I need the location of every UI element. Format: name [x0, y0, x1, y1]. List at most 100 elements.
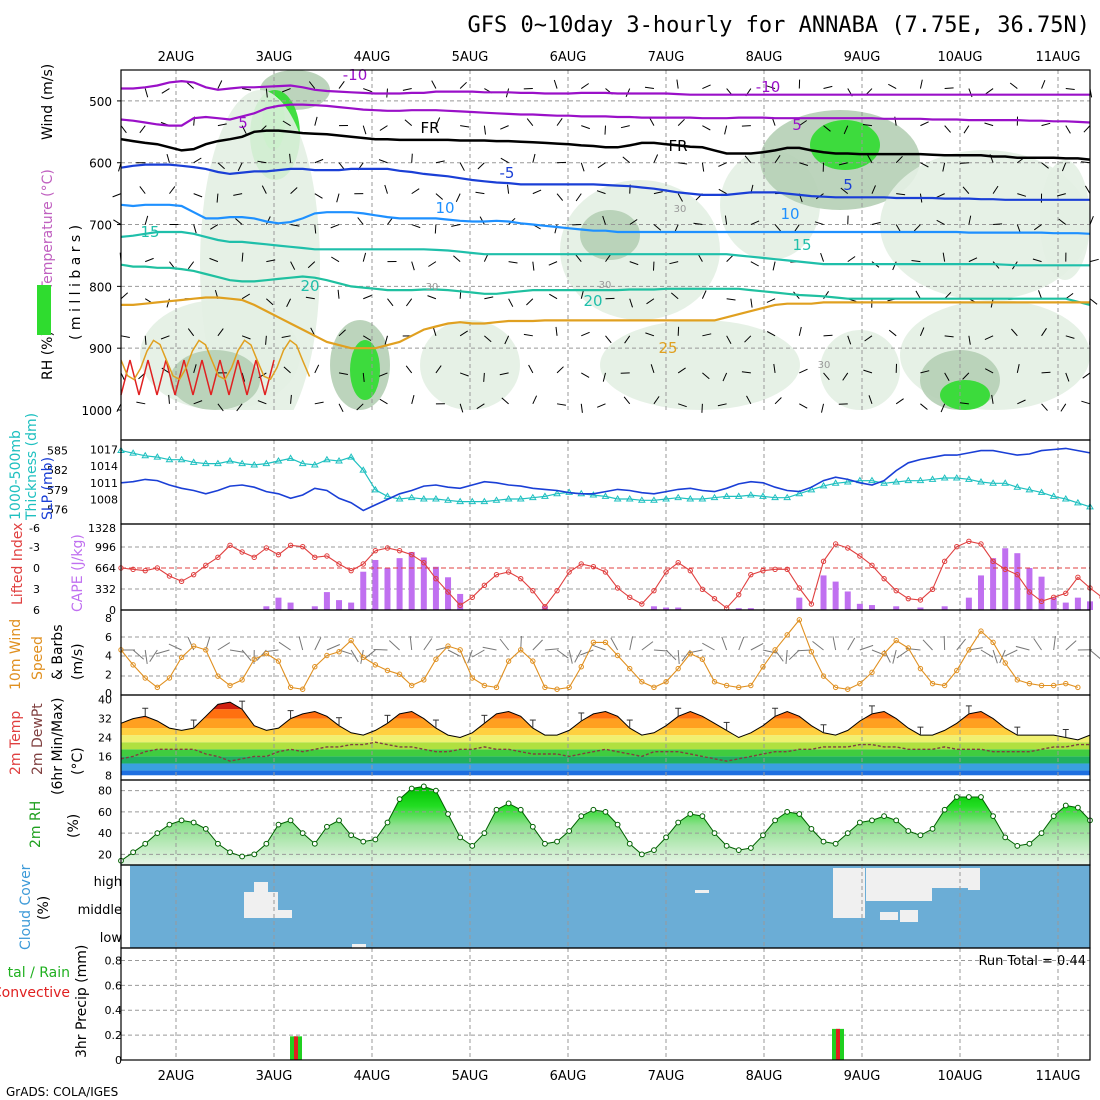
thickness-marker [1061, 495, 1070, 502]
cape-bar [1074, 597, 1081, 610]
wind-label-part: (m/s) [70, 643, 86, 680]
wind-barb [523, 333, 533, 337]
wind-barb [993, 223, 1003, 226]
wind-barb-10m [665, 649, 677, 661]
cape-bar [796, 597, 803, 610]
dewpt-line [120, 741, 1090, 762]
wind-barb [597, 403, 606, 408]
cape-bar [650, 606, 657, 610]
thickness-marker [359, 466, 368, 473]
wind-barb [483, 125, 486, 135]
li-marker [530, 587, 536, 594]
rh-marker [638, 851, 645, 858]
thickness-marker [892, 477, 901, 485]
rh-marker [820, 838, 827, 845]
wind-barb [1089, 298, 1098, 305]
li-marker [772, 566, 778, 573]
thickness-marker [940, 474, 949, 481]
millibars-text: ( m i l l i b a r s ) [68, 225, 84, 340]
wind-barb [653, 396, 660, 405]
wind-barb [217, 162, 225, 170]
wind-barb [139, 125, 146, 134]
li-marker [627, 594, 633, 601]
rh-marker [166, 821, 173, 828]
wind-barb [629, 219, 638, 225]
li-marker [493, 571, 500, 578]
slp-label: SLP (mb) [40, 457, 56, 520]
cape-bar [1050, 597, 1057, 610]
thickness-marker [1001, 479, 1010, 486]
thickness-marker [686, 495, 695, 502]
wind-barb [984, 335, 994, 341]
thickness-marker [141, 451, 150, 459]
li-marker [675, 559, 681, 566]
wind-speed-marker [493, 684, 500, 691]
isotherm-label: 30 [426, 282, 439, 293]
temp-band [121, 742, 1090, 750]
wind-barb-10m [847, 637, 856, 651]
thickness-marker [347, 453, 356, 460]
lifted-index-line [120, 540, 1100, 609]
thickness-marker [189, 458, 198, 465]
wind-barb [604, 125, 606, 135]
thickness-marker [637, 496, 646, 503]
rh-marker [941, 806, 948, 813]
wind-barb [241, 335, 251, 340]
wind-barb [726, 298, 736, 301]
wind-barb-10m [859, 644, 874, 651]
thickness-marker [698, 495, 707, 502]
thickness-marker [129, 449, 137, 456]
li-marker [1026, 589, 1033, 595]
wind-barb-10m [1004, 649, 1018, 657]
wind-barb-10m [574, 649, 582, 663]
wind-barb [919, 327, 925, 337]
wind-barb-10m [980, 649, 994, 658]
wind-barb [384, 184, 388, 194]
wind-barb [459, 162, 465, 171]
wind-barb [670, 292, 679, 300]
pressure-tick-label: 1000 [81, 404, 112, 418]
cape-bar [445, 577, 452, 610]
wind-barb [210, 224, 219, 230]
wind-barb [920, 121, 929, 127]
wind-barb [575, 193, 582, 202]
cloud-block [833, 868, 865, 918]
li-marker [954, 543, 960, 550]
thickness-marker [177, 455, 186, 463]
wind-barb [1034, 224, 1042, 231]
wind-label-part: Speed [30, 636, 46, 680]
thickness-marker [468, 497, 477, 505]
rh-marker [408, 785, 415, 792]
wind-speed-marker [1026, 680, 1033, 687]
rh-marker [190, 819, 197, 826]
thickness-marker [868, 476, 876, 484]
wind-speed-marker [275, 658, 282, 664]
rh-marker [263, 840, 270, 847]
li-marker [978, 541, 984, 547]
wind-barb [702, 372, 710, 380]
wind-barb [968, 215, 972, 225]
wind-barb [289, 153, 292, 163]
date-label-top: 10AUG [937, 50, 982, 65]
wind-barb [766, 298, 776, 303]
credit-text: GrADS: COLA/IGES [6, 1085, 118, 1099]
li-marker [469, 594, 475, 601]
wind-speed-marker [723, 682, 730, 689]
li-marker [893, 587, 899, 594]
rh-marker [239, 853, 246, 860]
temp-label-part: (6hr Min/Max) [50, 698, 66, 795]
wind-barb [968, 335, 971, 345]
wind-barb [920, 162, 929, 168]
thickness-marker [250, 460, 259, 468]
slp-tick-label: 1017 [90, 444, 118, 457]
li-marker [929, 586, 936, 593]
wind-barb [532, 261, 535, 271]
li-marker [760, 567, 766, 574]
wind-speed-marker [263, 650, 270, 657]
wind-barb [241, 125, 247, 134]
cloud-level-label: middle [78, 903, 122, 918]
li-marker [239, 549, 245, 555]
wind-barb-10m [688, 649, 703, 654]
thickness-marker [807, 485, 816, 493]
rh-marker [905, 828, 912, 834]
